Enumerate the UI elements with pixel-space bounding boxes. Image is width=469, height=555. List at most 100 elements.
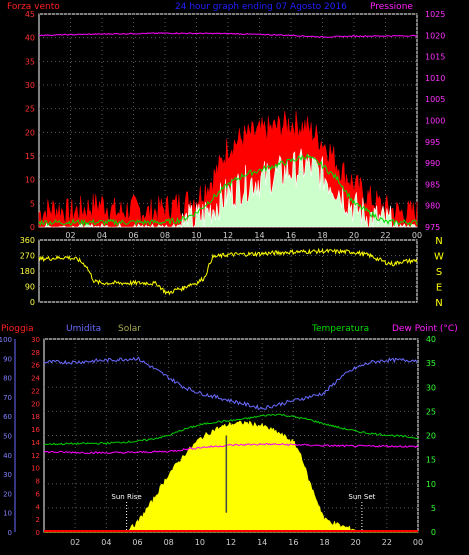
panel1-xtick: 08 — [160, 231, 170, 240]
panel1-ytick-right: 1025 — [425, 10, 445, 19]
panel3-xtick: 00 — [413, 538, 423, 547]
panel3-ytick-rain: 8 — [36, 478, 40, 486]
panel1-ytick-left: 10 — [25, 176, 35, 185]
panel3-ytick-humidity: 90 — [3, 355, 12, 363]
panel2-direction-label: E — [436, 283, 442, 294]
panel1-ytick-left: 20 — [25, 128, 35, 137]
panel3-ytick-humidity: 20 — [3, 490, 12, 498]
panel3-ytick-right: 10 — [426, 480, 436, 489]
panel1-ytick-left: 5 — [30, 199, 35, 208]
panel2-direction-label: N — [435, 236, 442, 247]
panel3-ytick-right: 15 — [426, 456, 436, 465]
panel3-ytick-rain: 14 — [31, 439, 40, 447]
panel1-ytick-left: 25 — [25, 105, 35, 114]
panel3-ytick-humidity: 40 — [3, 452, 12, 460]
panel1-ytick-right: 975 — [425, 223, 440, 232]
panel2-direction-label: S — [436, 267, 442, 278]
panel3-ytick-right: 25 — [426, 407, 436, 416]
panel3-ytick-rain: 0 — [36, 529, 40, 537]
panel2-direction-label: W — [434, 252, 444, 263]
panel3-xtick: 14 — [257, 538, 267, 547]
panel3-sunrise-label: Sun Rise — [111, 493, 141, 501]
panel3-label-temperatura: Temperatura — [311, 324, 369, 334]
panel1-right-label: Pressione — [370, 2, 413, 12]
panel2-ytick-left: 270 — [20, 252, 35, 261]
panel3-ytick-rain: 6 — [36, 490, 41, 498]
panel3-ytick-humidity: 10 — [3, 510, 12, 518]
panel3-ytick-rain: 12 — [31, 452, 40, 460]
panel3-xtick: 16 — [288, 538, 298, 547]
panel3-ytick-rain: 2 — [36, 516, 40, 524]
panel3-series-umidita-line — [43, 356, 418, 411]
panel3-ytick-right: 5 — [431, 504, 436, 513]
panel1-xtick: 20 — [349, 231, 359, 240]
panel3-sunset-label: Sun Set — [348, 493, 375, 501]
panel3-ytick-humidity: 80 — [3, 375, 12, 383]
panel1-xtick: 12 — [223, 231, 233, 240]
panel1-ytick-right: 1000 — [425, 117, 445, 126]
panel1-ytick-right: 1005 — [425, 95, 445, 104]
panel3-label-umidita: Umidita — [66, 324, 101, 334]
panel1-xtick: 14 — [254, 231, 264, 240]
panel1-ytick-left: 0 — [30, 223, 35, 232]
panel1-ytick-right: 990 — [425, 159, 440, 168]
panel1-ytick-right: 985 — [425, 180, 440, 189]
panel3-ytick-rain: 30 — [31, 336, 40, 344]
panel3-ytick-humidity: 100 — [0, 336, 12, 344]
panel3-label-pioggia: Pioggia — [1, 324, 34, 334]
panel1-ytick-left: 40 — [25, 34, 35, 43]
panel3-label-solar: Solar — [118, 324, 141, 334]
panel3-xtick: 22 — [382, 538, 392, 547]
panel1-title: 24 hour graph ending 07 Agosto 2016 — [175, 2, 347, 12]
panel3-ytick-humidity: 70 — [3, 394, 12, 402]
panel3-ytick-right: 20 — [426, 432, 436, 441]
panel3-xtick: 18 — [319, 538, 329, 547]
panel3-ytick-humidity: 50 — [3, 433, 12, 441]
panel1-xtick: 10 — [191, 231, 201, 240]
panel1-series-pressione-line — [38, 32, 417, 38]
panel1-xtick: 22 — [380, 231, 390, 240]
panel2-ytick-left: 0 — [30, 298, 35, 307]
panel3-xtick: 06 — [132, 538, 142, 547]
panel3-xtick: 10 — [195, 538, 205, 547]
panel3-ytick-right: 40 — [426, 335, 436, 344]
panel1-xtick: 16 — [286, 231, 296, 240]
panel3-ytick-right: 35 — [426, 359, 436, 368]
panel3-ytick-humidity: 30 — [3, 471, 12, 479]
panel3-ytick-rain: 22 — [31, 387, 40, 395]
panel3-xtick: 02 — [70, 538, 80, 547]
panel1-xtick: 06 — [128, 231, 138, 240]
panel3-ytick-rain: 20 — [31, 400, 40, 408]
panel1-ytick-right: 1015 — [425, 53, 445, 62]
panel1-ytick-right: 995 — [425, 138, 440, 147]
panel3-ytick-rain: 18 — [31, 413, 40, 421]
panel3-xtick: 08 — [164, 538, 174, 547]
panel1-series-media-line — [38, 152, 418, 227]
panel1-xtick: 04 — [97, 231, 107, 240]
panel3-xtick: 04 — [101, 538, 111, 547]
panel3-ytick-rain: 10 — [31, 465, 40, 473]
panel1-ytick-right: 1010 — [425, 74, 445, 83]
panel3-ytick-right: 30 — [426, 383, 436, 392]
panel1-xtick: 02 — [65, 231, 75, 240]
panel3-xtick: 12 — [226, 538, 236, 547]
panel3-ytick-humidity: 0 — [8, 529, 12, 537]
panel3-ytick-rain: 28 — [31, 349, 40, 357]
panel3-ytick-rain: 26 — [31, 362, 40, 370]
panel3-label-dewpoint: Dew Point (°C) — [392, 324, 458, 334]
panel3-ytick-rain: 24 — [31, 375, 40, 383]
panel2-direction-label: N — [435, 298, 442, 309]
panel3-ytick-humidity: 60 — [3, 413, 12, 421]
panel2-ytick-left: 90 — [25, 283, 35, 292]
panel1-xtick: 18 — [317, 231, 327, 240]
panel1-left-label: Forza vento — [7, 2, 60, 12]
panel1-xtick: 00 — [412, 231, 422, 240]
panel2-ytick-left: 180 — [20, 267, 35, 276]
panel1-ytick-left: 30 — [25, 81, 35, 90]
panel3-series-dew-point-c-line — [43, 442, 419, 455]
panel3-xtick: 20 — [351, 538, 361, 547]
panel1-ytick-right: 1020 — [425, 31, 445, 40]
panel3-ytick-rain: 16 — [31, 426, 40, 434]
panel3-series-solar-area — [44, 420, 418, 533]
